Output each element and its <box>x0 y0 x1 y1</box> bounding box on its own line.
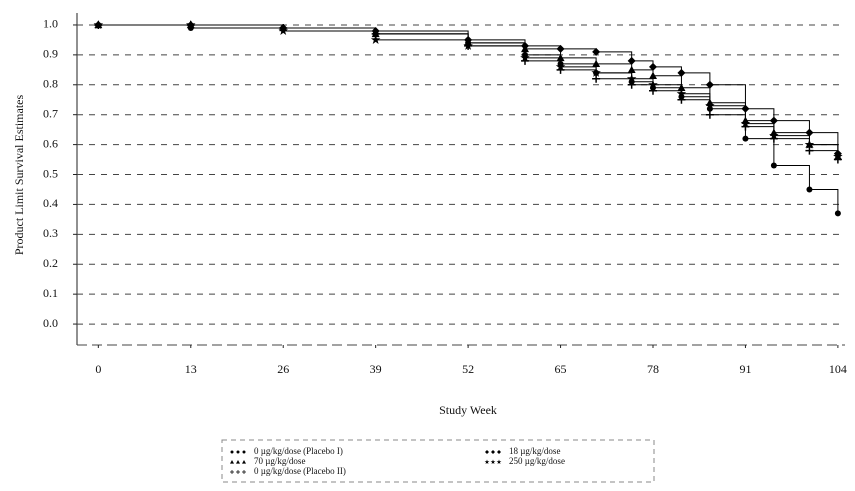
x-tick-label: 65 <box>555 362 567 376</box>
marker <box>496 459 502 464</box>
legend-label: 18 µg/kg/dose <box>509 446 560 456</box>
marker <box>278 25 288 35</box>
x-tick-label: 91 <box>739 362 751 376</box>
y-tick-label: 0.9 <box>43 47 58 61</box>
marker <box>591 67 601 77</box>
marker <box>649 71 657 80</box>
marker <box>592 74 601 83</box>
marker <box>742 135 749 142</box>
y-tick-label: 0.3 <box>43 226 58 240</box>
marker <box>370 34 381 44</box>
x-axis-label: Study Week <box>439 403 497 417</box>
marker <box>484 459 490 464</box>
marker <box>520 52 530 62</box>
y-tick-label: 0.8 <box>43 77 58 91</box>
marker <box>769 130 779 140</box>
y-axis-label: Product Limit Survival Estimates <box>12 95 26 256</box>
y-tick-label: 0.2 <box>43 256 58 270</box>
marker <box>677 95 686 104</box>
marker <box>592 47 601 56</box>
marker <box>627 80 636 89</box>
x-tick-label: 52 <box>462 362 474 376</box>
y-tick-label: 0.4 <box>43 196 58 210</box>
marker <box>676 88 687 98</box>
x-tick-label: 0 <box>95 362 101 376</box>
marker <box>627 56 636 65</box>
marker <box>770 162 777 169</box>
y-tick-label: 0.0 <box>43 316 58 330</box>
legend-label: 250 µg/kg/dose <box>509 456 565 466</box>
marker <box>497 450 501 454</box>
marker <box>705 110 714 119</box>
marker <box>833 151 843 161</box>
marker <box>230 450 234 454</box>
x-tick-label: 39 <box>370 362 382 376</box>
marker <box>740 118 751 128</box>
marker <box>236 450 240 454</box>
marker <box>485 450 489 454</box>
legend-box <box>221 439 655 483</box>
legend-label: 70 µg/kg/dose <box>254 456 305 466</box>
marker <box>555 61 566 71</box>
marker <box>186 20 196 29</box>
marker <box>626 73 637 83</box>
marker <box>834 210 841 217</box>
marker <box>556 44 565 53</box>
marker <box>677 68 686 77</box>
legend-label: 0 µg/kg/dose (Placebo I) <box>254 446 343 456</box>
y-tick-label: 0.5 <box>43 166 58 180</box>
marker <box>491 450 495 454</box>
marker <box>242 450 246 454</box>
marker <box>805 146 814 155</box>
y-tick-label: 0.7 <box>43 106 58 120</box>
marker <box>230 470 234 474</box>
marker <box>236 470 240 474</box>
legend-label: 0 µg/kg/dose (Placebo II) <box>254 466 346 476</box>
marker <box>804 139 815 149</box>
marker <box>242 460 246 464</box>
marker <box>93 20 104 29</box>
y-tick-label: 0.6 <box>43 136 58 150</box>
marker <box>769 116 778 125</box>
marker <box>490 459 496 464</box>
marker <box>463 40 473 50</box>
marker <box>230 460 234 464</box>
x-tick-label: 13 <box>185 362 197 376</box>
marker <box>649 62 657 71</box>
marker <box>236 460 240 464</box>
marker <box>705 80 714 89</box>
marker <box>627 65 636 74</box>
marker <box>592 59 601 68</box>
marker <box>648 79 658 89</box>
marker <box>649 86 657 95</box>
x-tick-label: 104 <box>829 362 847 376</box>
marker <box>806 186 813 193</box>
x-tick-label: 26 <box>277 362 289 376</box>
marker <box>242 470 246 474</box>
marker <box>705 100 715 110</box>
marker <box>805 128 814 137</box>
y-tick-label: 1.0 <box>43 17 58 31</box>
y-tick-label: 0.1 <box>43 286 58 300</box>
x-tick-label: 78 <box>647 362 659 376</box>
survival-curve <box>98 24 839 214</box>
